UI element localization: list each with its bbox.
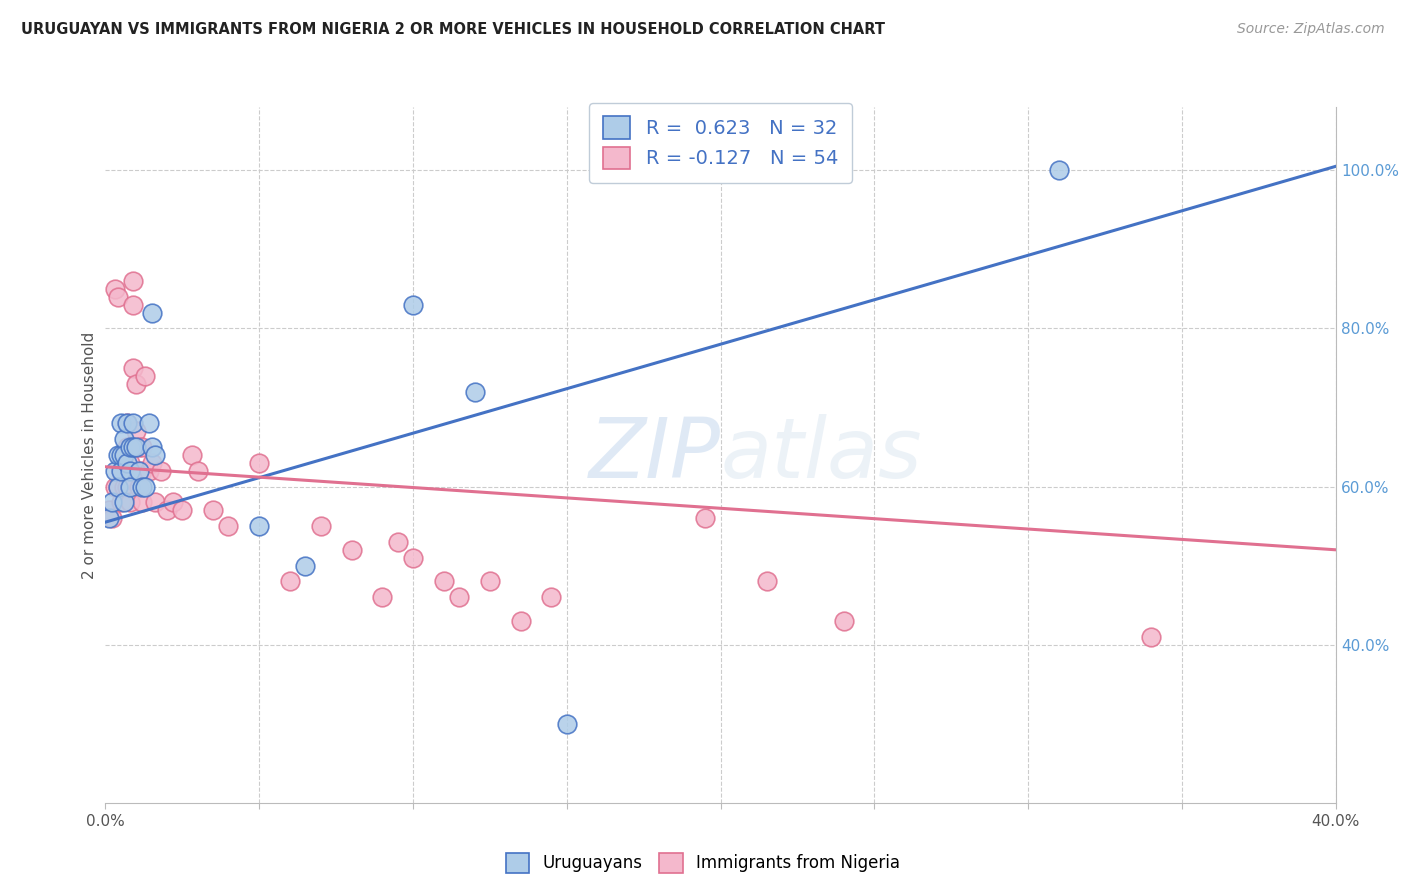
Point bbox=[112, 495, 135, 509]
Point bbox=[112, 479, 135, 493]
Point bbox=[115, 417, 138, 431]
Point bbox=[97, 503, 120, 517]
Point bbox=[115, 479, 138, 493]
Point bbox=[110, 448, 132, 462]
Point bbox=[134, 368, 156, 383]
Point bbox=[695, 511, 717, 525]
Point bbox=[131, 495, 153, 509]
Point bbox=[449, 591, 471, 605]
Point bbox=[433, 574, 456, 589]
Point bbox=[120, 464, 141, 478]
Point bbox=[755, 574, 778, 589]
Point bbox=[107, 479, 129, 493]
Point bbox=[1140, 630, 1163, 644]
Point bbox=[180, 448, 202, 462]
Point bbox=[97, 511, 120, 525]
Point bbox=[115, 440, 138, 454]
Point bbox=[402, 550, 425, 565]
Point bbox=[478, 574, 501, 589]
Point bbox=[107, 479, 129, 493]
Text: Source: ZipAtlas.com: Source: ZipAtlas.com bbox=[1237, 22, 1385, 37]
Point bbox=[100, 495, 122, 509]
Point bbox=[110, 464, 132, 478]
Point bbox=[340, 542, 363, 557]
Text: URUGUAYAN VS IMMIGRANTS FROM NIGERIA 2 OR MORE VEHICLES IN HOUSEHOLD CORRELATION: URUGUAYAN VS IMMIGRANTS FROM NIGERIA 2 O… bbox=[21, 22, 886, 37]
Y-axis label: 2 or more Vehicles in Household: 2 or more Vehicles in Household bbox=[82, 331, 97, 579]
Point bbox=[104, 479, 127, 493]
Point bbox=[120, 456, 141, 470]
Point bbox=[112, 448, 135, 462]
Point bbox=[112, 448, 135, 462]
Point bbox=[100, 511, 122, 525]
Point bbox=[107, 448, 129, 462]
Point bbox=[128, 464, 150, 478]
Point bbox=[122, 274, 145, 288]
Point bbox=[309, 519, 332, 533]
Legend: R =  0.623   N = 32, R = -0.127   N = 54: R = 0.623 N = 32, R = -0.127 N = 54 bbox=[589, 103, 852, 183]
Point bbox=[138, 464, 160, 478]
Point bbox=[125, 376, 148, 391]
Point bbox=[387, 535, 409, 549]
Point bbox=[134, 479, 156, 493]
Point bbox=[464, 384, 486, 399]
Point bbox=[131, 479, 153, 493]
Point bbox=[110, 417, 132, 431]
Point bbox=[112, 432, 135, 446]
Point bbox=[122, 298, 145, 312]
Point bbox=[278, 574, 301, 589]
Point bbox=[120, 495, 141, 509]
Point bbox=[143, 495, 166, 509]
Point bbox=[131, 464, 153, 478]
Text: ZIP: ZIP bbox=[589, 415, 721, 495]
Point bbox=[122, 361, 145, 376]
Point bbox=[509, 614, 531, 628]
Point bbox=[125, 424, 148, 438]
Point bbox=[120, 440, 141, 454]
Point bbox=[247, 456, 270, 470]
Point bbox=[218, 519, 240, 533]
Point bbox=[107, 290, 129, 304]
Point bbox=[122, 440, 145, 454]
Point bbox=[128, 440, 150, 454]
Point bbox=[141, 305, 163, 319]
Point bbox=[172, 503, 194, 517]
Point bbox=[162, 495, 184, 509]
Point bbox=[141, 440, 163, 454]
Point bbox=[149, 464, 172, 478]
Point bbox=[143, 448, 166, 462]
Point bbox=[371, 591, 394, 605]
Point bbox=[115, 417, 138, 431]
Point bbox=[115, 456, 138, 470]
Point bbox=[294, 558, 316, 573]
Point bbox=[141, 456, 163, 470]
Point bbox=[125, 440, 148, 454]
Point bbox=[122, 417, 145, 431]
Point bbox=[555, 716, 578, 731]
Point bbox=[110, 495, 132, 509]
Point bbox=[104, 464, 127, 478]
Point bbox=[120, 479, 141, 493]
Point bbox=[120, 440, 141, 454]
Point bbox=[247, 519, 270, 533]
Point bbox=[402, 298, 425, 312]
Text: atlas: atlas bbox=[721, 415, 922, 495]
Point bbox=[104, 282, 127, 296]
Point bbox=[156, 503, 179, 517]
Point bbox=[1047, 163, 1070, 178]
Point bbox=[138, 417, 160, 431]
Point bbox=[202, 503, 225, 517]
Point bbox=[131, 440, 153, 454]
Point bbox=[187, 464, 209, 478]
Point bbox=[540, 591, 562, 605]
Legend: Uruguayans, Immigrants from Nigeria: Uruguayans, Immigrants from Nigeria bbox=[499, 847, 907, 880]
Point bbox=[128, 479, 150, 493]
Point bbox=[832, 614, 855, 628]
Point bbox=[110, 464, 132, 478]
